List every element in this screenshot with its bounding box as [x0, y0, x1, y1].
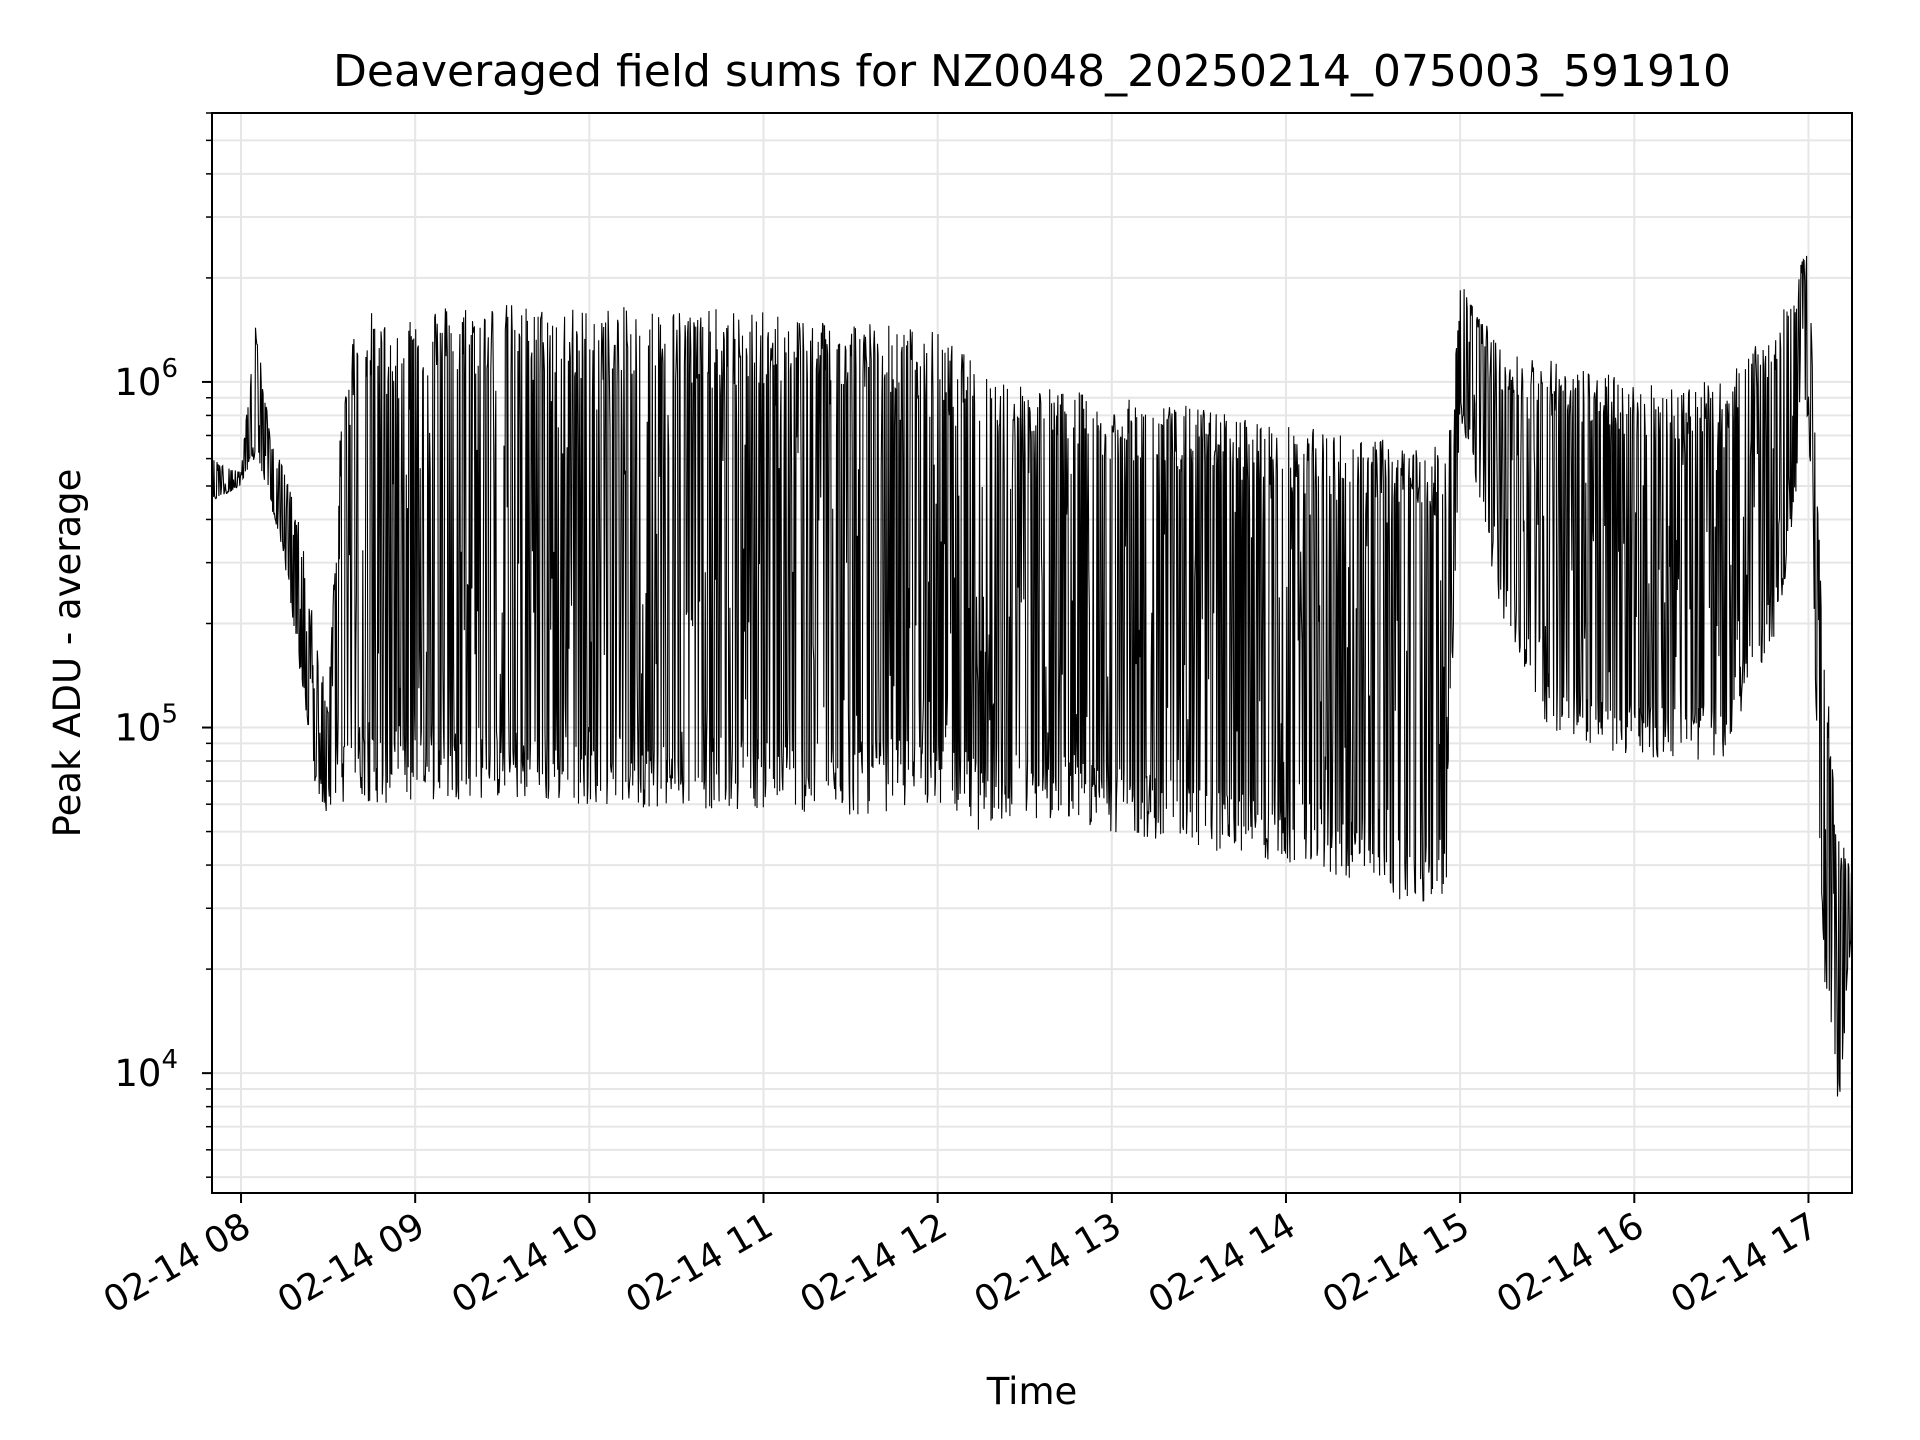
x-axis-label: Time — [986, 1370, 1078, 1413]
plot-frame — [211, 112, 1853, 1194]
series-line — [211, 255, 1853, 1097]
x-tick-label: 02-14 08 — [97, 1205, 258, 1321]
y-axis-label: Peak ADU - average — [46, 469, 89, 838]
y-tick-base: 10 — [114, 361, 161, 404]
x-tick-label: 02-14 11 — [619, 1205, 780, 1321]
x-tick-label: 02-14 15 — [1316, 1205, 1477, 1321]
y-tick-base: 10 — [114, 1052, 161, 1095]
y-tick-label: 105 — [114, 700, 178, 750]
y-tick-label: 106 — [114, 354, 178, 404]
series-group — [211, 255, 1853, 1097]
x-tick-label: 02-14 13 — [968, 1205, 1129, 1321]
chart-title: Deaveraged field sums for NZ0048_2025021… — [333, 46, 1731, 97]
x-tick-label: 02-14 12 — [793, 1205, 954, 1321]
y-tick-exponent: 6 — [161, 354, 178, 384]
y-tick-label: 104 — [114, 1045, 178, 1095]
y-tick-base: 10 — [114, 707, 161, 750]
x-tick-label: 02-14 16 — [1490, 1205, 1651, 1321]
x-tick-label: 02-14 09 — [271, 1205, 432, 1321]
x-tick-label: 02-14 10 — [445, 1205, 606, 1321]
x-tick-label: 02-14 14 — [1142, 1205, 1303, 1321]
x-axis: 02-14 08 02-14 09 02-14 10 02-14 11 02-14 12… — [97, 1193, 1825, 1322]
x-tick-label: 02-14 17 — [1664, 1205, 1825, 1321]
y-tick-exponent: 5 — [161, 700, 178, 730]
y-tick-exponent: 4 — [161, 1045, 178, 1075]
